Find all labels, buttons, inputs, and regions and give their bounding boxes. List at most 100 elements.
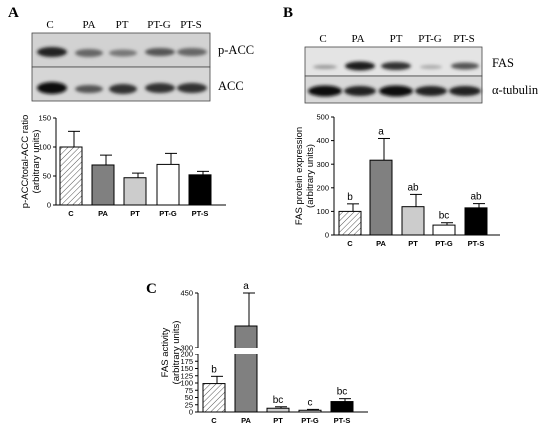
- blot-b-lane-label: PT-G: [418, 33, 441, 45]
- bar: [464, 207, 488, 236]
- significance-letter: bc: [337, 387, 348, 398]
- category-label: PA: [98, 209, 108, 218]
- bar: [401, 206, 425, 236]
- blot-b-row-label: α-tubulin: [492, 83, 539, 97]
- category-label: C: [211, 416, 217, 425]
- category-label: PT: [273, 416, 283, 425]
- category-label: PT: [130, 209, 140, 218]
- y-tick-label: 150: [180, 364, 193, 373]
- significance-letter: c: [308, 397, 313, 408]
- y-axis-label: FAS activity (arbitrary units): [160, 321, 182, 385]
- band: [451, 62, 479, 70]
- band: [177, 83, 207, 93]
- band: [75, 49, 103, 57]
- band: [37, 47, 67, 57]
- y-axis-label-line: p-ACC/total-ACC ratio: [20, 115, 31, 208]
- band: [109, 49, 137, 57]
- y-axis-label-line: FAS protein expression: [294, 127, 305, 225]
- blot-b-lane-label: PT: [390, 33, 403, 45]
- blot-a-lane-label: PT: [116, 19, 129, 31]
- band: [345, 61, 375, 71]
- band: [145, 83, 175, 93]
- category-label: PT-G: [159, 209, 177, 218]
- bar: [123, 177, 147, 206]
- y-axis-label-line: (arbitrary units): [31, 130, 42, 194]
- bar: [338, 210, 362, 236]
- bar: [188, 174, 212, 206]
- axis-break-marker: [194, 348, 202, 354]
- y-tick-label: 50: [185, 393, 193, 402]
- y-tick-label: 50: [43, 172, 51, 181]
- panel-letter-a: A: [8, 5, 19, 21]
- y-tick-label: 75: [185, 386, 193, 395]
- blot-a-row-label: p-ACC: [218, 43, 254, 57]
- band: [449, 86, 481, 96]
- blot-a: C PA PT PT-G PT-S p-ACC ACC: [31, 19, 254, 102]
- category-label: PT-G: [301, 416, 319, 425]
- category-label: PT: [408, 239, 418, 248]
- band: [415, 86, 447, 96]
- band: [177, 48, 207, 56]
- y-axis-label: p-ACC/total-ACC ratio (arbitrary units): [20, 115, 42, 208]
- category-label: PT-S: [192, 209, 209, 218]
- y-tick-label: 400: [316, 136, 329, 145]
- blot-a-row-label: ACC: [218, 79, 244, 93]
- blot-b-lane-label: PT-S: [453, 33, 475, 45]
- significance-letter: b: [211, 364, 217, 375]
- category-label: PT-S: [334, 416, 351, 425]
- bar: [156, 163, 180, 206]
- bar: [298, 409, 322, 413]
- blot-a-lane-label: PT-S: [180, 19, 202, 31]
- blot-b-lane-label: PA: [351, 33, 364, 45]
- band: [75, 85, 103, 93]
- category-label: C: [347, 239, 353, 248]
- category-label: C: [68, 209, 74, 218]
- band: [381, 62, 411, 70]
- significance-letter: bc: [273, 395, 284, 406]
- category-label: PT-S: [468, 239, 485, 248]
- bar: [330, 401, 354, 413]
- y-tick-label: 450: [180, 289, 193, 298]
- category-label: PT-G: [435, 239, 453, 248]
- y-axis-label-line: (arbitrary units): [305, 144, 316, 208]
- axis-break-gap: [233, 348, 259, 354]
- bar: [234, 325, 258, 413]
- blot-b-strip-fas: [304, 46, 483, 77]
- y-tick-label: 100: [38, 143, 51, 152]
- y-tick-label: 0: [47, 201, 51, 210]
- band: [145, 48, 175, 56]
- significance-letter: ab: [470, 192, 482, 203]
- bar: [369, 159, 393, 236]
- y-axis-label: FAS protein expression (arbitrary units): [294, 127, 316, 225]
- blot-b-lane-label: C: [319, 33, 326, 45]
- panel-letter-c: C: [146, 281, 157, 297]
- y-tick-label: 500: [316, 113, 329, 122]
- y-tick-label: 100: [316, 207, 329, 216]
- y-tick-label: 100: [180, 379, 193, 388]
- y-axis-label-line: (arbitrary units): [171, 321, 182, 385]
- band: [308, 85, 342, 97]
- band: [379, 85, 413, 97]
- y-tick-label: 25: [185, 400, 193, 409]
- blot-a-lane-label: PA: [82, 19, 95, 31]
- y-tick-label: 150: [38, 114, 51, 123]
- blot-b-row-label: FAS: [492, 56, 514, 70]
- significance-letter: ab: [407, 182, 419, 193]
- y-tick-label: 0: [325, 231, 329, 240]
- significance-letter: a: [243, 281, 249, 292]
- panel-letter-b: B: [283, 5, 293, 21]
- y-tick-label: 300: [180, 344, 193, 353]
- bar: [432, 224, 456, 236]
- band: [313, 65, 337, 69]
- bar: [202, 383, 226, 413]
- significance-letter: bc: [439, 211, 450, 222]
- significance-letter: a: [378, 126, 384, 137]
- band: [420, 65, 442, 69]
- blot-a-lane-label: C: [46, 19, 53, 31]
- bar: [91, 164, 115, 206]
